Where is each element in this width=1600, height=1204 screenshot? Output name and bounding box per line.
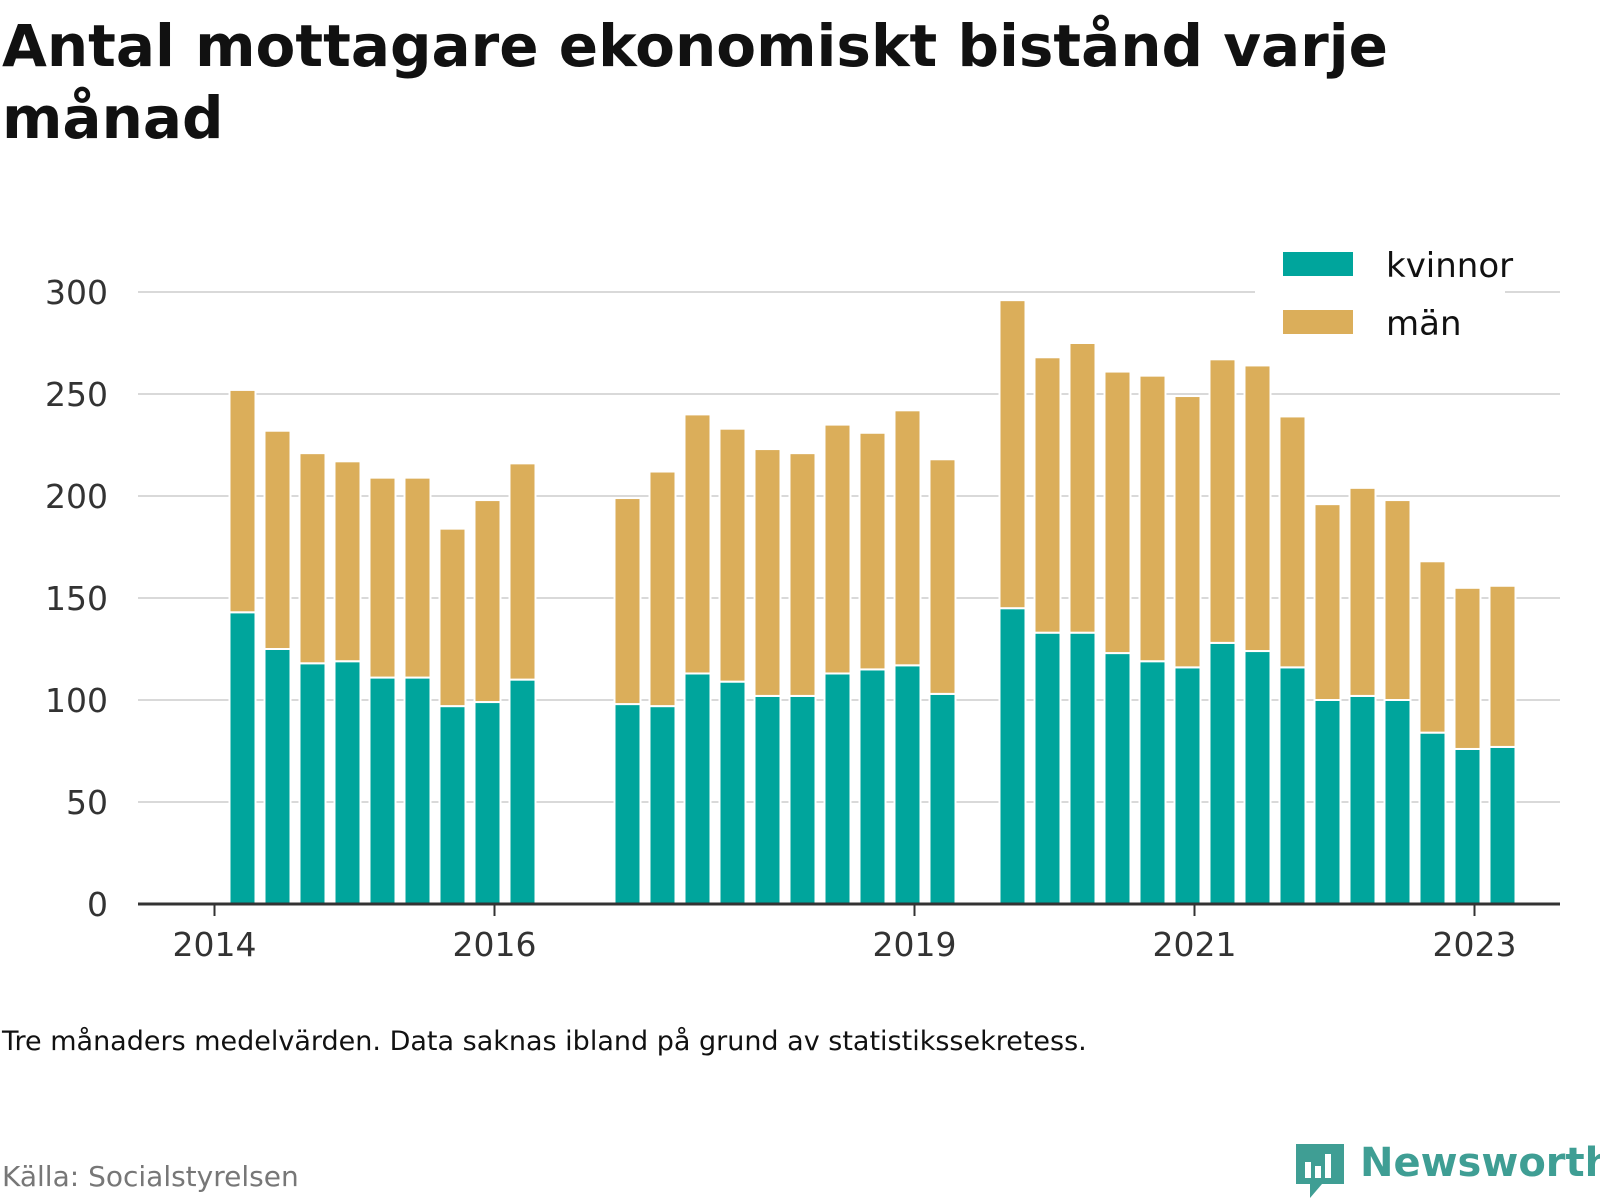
bar-kvinnor — [893, 664, 922, 905]
legend-swatch-kvinnor — [1283, 252, 1353, 276]
bar-man — [1418, 560, 1447, 734]
bar-kvinnor — [473, 701, 502, 905]
bar-kvinnor — [263, 648, 292, 905]
bar-kvinnor — [1138, 660, 1167, 905]
bar-man — [298, 452, 327, 665]
bar-kvinnor — [1103, 652, 1132, 906]
bar-kvinnor — [368, 676, 397, 905]
bar-man — [1243, 364, 1272, 653]
y-tick-label: 150 — [45, 579, 108, 618]
bar-man — [928, 458, 957, 695]
bar-man — [1348, 486, 1377, 697]
bar-man — [683, 413, 712, 675]
bar-man — [1138, 374, 1167, 663]
bar-kvinnor — [1068, 631, 1097, 905]
bar-kvinnor — [228, 611, 257, 906]
bar-kvinnor — [1033, 631, 1062, 905]
bar-man — [228, 388, 257, 614]
y-tick-label: 200 — [45, 477, 108, 516]
bar-kvinnor — [1173, 666, 1202, 905]
bar-man — [998, 299, 1027, 610]
x-tick-label: 2016 — [453, 925, 537, 964]
x-tick-label: 2021 — [1153, 925, 1237, 964]
bar-man — [1488, 584, 1517, 748]
y-tick-label: 100 — [45, 681, 108, 720]
bar-kvinnor — [928, 692, 957, 905]
bar-man — [648, 470, 677, 708]
bars — [228, 299, 1517, 906]
bar-man — [1068, 342, 1097, 634]
legend: kvinnor män — [1255, 233, 1513, 353]
bar-man — [1103, 370, 1132, 655]
bar-man — [438, 527, 467, 708]
bar-man — [473, 499, 502, 704]
bar-man — [1278, 415, 1307, 669]
newsworthy-logo: Newsworthy — [1292, 1140, 1600, 1200]
bar-kvinnor — [1488, 745, 1517, 905]
bar-man — [403, 476, 432, 679]
y-tick-label: 50 — [66, 783, 108, 822]
bar-man — [613, 497, 642, 706]
bar-man — [1313, 503, 1342, 701]
y-tick-label: 250 — [45, 375, 108, 414]
bar-man — [1033, 356, 1062, 634]
bar-kvinnor — [1208, 641, 1237, 905]
x-tick-label: 2023 — [1433, 925, 1517, 964]
brand-name: Newsworthy — [1360, 1140, 1600, 1186]
bar-kvinnor — [1313, 699, 1342, 905]
bar-man — [1453, 586, 1482, 750]
bar-kvinnor — [823, 672, 852, 905]
source-credit: Källa: Socialstyrelsen — [2, 1160, 299, 1193]
bar-man — [893, 409, 922, 667]
legend-swatch-man — [1283, 310, 1353, 334]
x-axis-ticks: 2014 2016 2019 2021 2023 — [173, 904, 1517, 964]
bar-kvinnor — [998, 607, 1027, 905]
bar-kvinnor — [1418, 731, 1447, 906]
bar-kvinnor — [858, 668, 887, 906]
y-tick-label: 0 — [87, 885, 108, 924]
bar-man — [788, 452, 817, 697]
bar-kvinnor — [403, 676, 432, 905]
newsworthy-logo-icon — [1296, 1144, 1344, 1198]
bar-man — [718, 427, 747, 683]
bar-kvinnor — [753, 694, 782, 905]
y-axis-ticks: 0 50 100 150 200 250 300 — [45, 273, 108, 924]
x-tick-label: 2014 — [173, 925, 257, 964]
bar-man — [753, 448, 782, 697]
bar-kvinnor — [1278, 666, 1307, 905]
legend-label-kvinnor: kvinnor — [1386, 246, 1513, 286]
bar-man — [333, 460, 362, 663]
bar-kvinnor — [718, 680, 747, 906]
bar-kvinnor — [788, 694, 817, 905]
chart-title: Antal mottagare ekonomiskt bistånd varje… — [2, 12, 1388, 152]
bar-man — [508, 462, 537, 681]
bar-man — [368, 476, 397, 679]
bar-man — [1208, 358, 1237, 644]
bar-man — [823, 423, 852, 675]
bar-kvinnor — [1453, 747, 1482, 906]
legend-label-man: män — [1386, 304, 1462, 344]
bar-man — [1173, 395, 1202, 669]
bar-kvinnor — [508, 678, 537, 905]
bar-kvinnor — [1243, 650, 1272, 905]
y-tick-label: 300 — [45, 273, 108, 312]
x-tick-label: 2019 — [873, 925, 957, 964]
bar-kvinnor — [648, 705, 677, 905]
bar-man — [263, 429, 292, 650]
bar-kvinnor — [1383, 699, 1412, 905]
bar-man — [858, 431, 887, 671]
chart-note: Tre månaders medelvärden. Data saknas ib… — [2, 1026, 1087, 1057]
bar-kvinnor — [333, 660, 362, 905]
bar-kvinnor — [613, 703, 642, 906]
bar-kvinnor — [683, 672, 712, 905]
bar-kvinnor — [1348, 694, 1377, 905]
bar-man — [1383, 499, 1412, 701]
bar-kvinnor — [438, 705, 467, 905]
bar-kvinnor — [298, 662, 327, 906]
